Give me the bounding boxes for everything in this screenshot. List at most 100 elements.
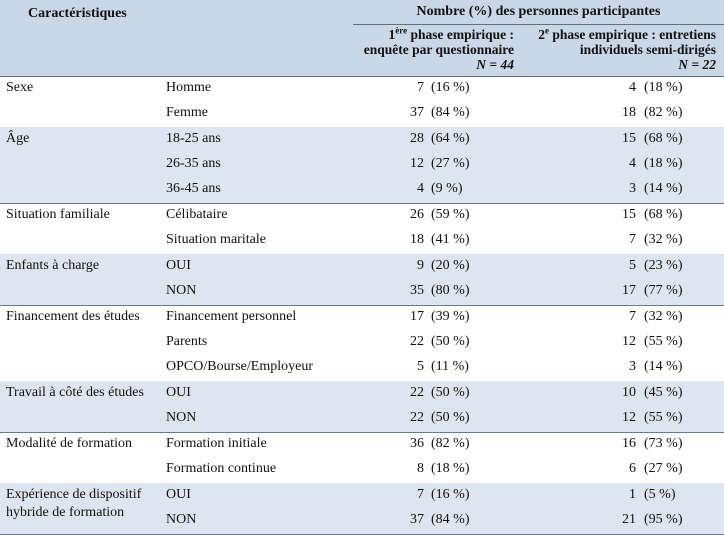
phase-2-percent: (82 %) (644, 105, 683, 120)
row-option: NON (166, 410, 197, 425)
row-option: 26-35 ans (166, 156, 221, 171)
group-separator (0, 203, 724, 204)
phase-1-percent: (82 %) (431, 436, 470, 451)
group-label: Âge (6, 131, 30, 146)
phase-2-count: 15 (622, 207, 636, 222)
group-label: hybride de formation (6, 505, 125, 520)
group-band (0, 254, 724, 305)
row-option: Formation initiale (166, 436, 267, 451)
phase-2-percent: (95 %) (644, 512, 683, 527)
phase-1-percent: (16 %) (431, 487, 470, 502)
phase-1-percent: (27 %) (431, 156, 470, 171)
phase-2-count: 16 (622, 436, 636, 451)
row-option: 36-45 ans (166, 181, 221, 196)
phase-2-percent: (73 %) (644, 436, 683, 451)
phase-2-percent: (18 %) (644, 80, 683, 95)
phase-1-percent: (50 %) (431, 410, 470, 425)
phase-2-count: 4 (629, 80, 636, 95)
phase-1-percent: (84 %) (431, 105, 470, 120)
phase-1-count: 9 (417, 258, 424, 273)
group-label: Situation familiale (6, 207, 110, 222)
phase-1-percent: (50 %) (431, 334, 470, 349)
phase-2-count: 5 (629, 258, 636, 273)
group-label: Travail à côté des études (6, 385, 144, 400)
phase-2-percent: (14 %) (644, 359, 683, 374)
phase-2-count: 10 (622, 385, 636, 400)
phase-2-line-2: individuels semi-dirigés (579, 42, 716, 57)
phase-1-line-2: enquête par questionnaire (363, 42, 514, 57)
table-header: Caractéristiques Nombre (%) des personne… (0, 0, 724, 76)
group-label: Expérience de dispositif (6, 487, 142, 502)
header-nombre: Nombre (%) des personnes participantes (416, 4, 661, 19)
group-label: Financement des études (6, 309, 140, 324)
phase-2-percent: (77 %) (644, 283, 683, 298)
phase-1-percent: (59 %) (431, 207, 470, 222)
phase-2-percent: (14 %) (644, 181, 683, 196)
row-option: Situation maritale (166, 232, 266, 247)
header-caracteristiques: Caractéristiques (28, 6, 127, 21)
phase-1-count: 12 (410, 156, 424, 171)
phase-2-percent: (55 %) (644, 334, 683, 349)
phase-1-percent: (18 %) (431, 461, 470, 476)
row-option: Célibataire (166, 207, 228, 222)
row-option: OUI (166, 258, 191, 273)
row-option: Formation continue (166, 461, 277, 476)
phase-1-count: 35 (410, 283, 424, 298)
phase-2-count: 7 (629, 309, 636, 324)
phase-1-percent: (20 %) (431, 258, 470, 273)
phase-2-count: 3 (629, 181, 636, 196)
phase-1-count: 22 (410, 334, 424, 349)
phase-2-count: 7 (629, 232, 636, 247)
phase-2-count: 1 (629, 487, 636, 502)
header-divider (353, 24, 724, 25)
row-option: Financement personnel (166, 309, 297, 324)
group-label: Sexe (6, 80, 34, 95)
phase-2-count: 12 (622, 410, 636, 425)
phase-1-percent: (41 %) (431, 232, 470, 247)
phase-2-percent: (45 %) (644, 385, 683, 400)
phase-1-n: N = 44 (476, 57, 514, 72)
phase-1-count: 37 (410, 105, 424, 120)
phase-1-percent: (64 %) (431, 131, 470, 146)
phase-1-percent: (80 %) (431, 283, 470, 298)
phase-2-count: 6 (629, 461, 636, 476)
phase-1-count: 7 (417, 80, 424, 95)
phase-1-percent: (11 %) (431, 359, 469, 374)
header-phase-2: 2e phase empirique : entretiens individu… (511, 25, 716, 72)
phase-1-line-1: 1ère phase empirique : (388, 25, 514, 42)
phase-2-percent: (18 %) (644, 156, 683, 171)
phase-1-percent: (84 %) (431, 512, 470, 527)
phase-2-count: 18 (622, 105, 636, 120)
row-option: OPCO/Bourse/Employeur (166, 359, 313, 374)
group-separator (0, 432, 724, 433)
phase-2-percent: (23 %) (644, 258, 683, 273)
phase-2-n: N = 22 (678, 57, 716, 72)
phase-1-count: 22 (410, 385, 424, 400)
phase-2-count: 4 (629, 156, 636, 171)
row-option: OUI (166, 385, 191, 400)
header-phase-1: 1ère phase empirique : enquête par quest… (314, 25, 514, 72)
phase-1-count: 8 (417, 461, 424, 476)
phase-1-count: 28 (410, 131, 424, 146)
phase-1-count: 5 (417, 359, 424, 374)
phase-2-percent: (32 %) (644, 232, 683, 247)
phase-2-count: 21 (622, 512, 636, 527)
phase-1-count: 37 (410, 512, 424, 527)
phase-1-count: 26 (410, 207, 424, 222)
row-option: Homme (166, 80, 212, 95)
row-option: Femme (166, 105, 208, 120)
phase-1-percent: (9 %) (431, 181, 463, 196)
row-option: NON (166, 512, 197, 527)
group-band (0, 76, 724, 127)
phase-2-line-1: 2e phase empirique : entretiens (538, 25, 716, 42)
phase-2-count: 12 (622, 334, 636, 349)
group-separator (0, 305, 724, 306)
phase-1-count: 18 (410, 232, 424, 247)
phase-1-count: 36 (410, 436, 424, 451)
row-option: 18-25 ans (166, 131, 221, 146)
phase-1-percent: (39 %) (431, 309, 470, 324)
phase-2-percent: (68 %) (644, 207, 683, 222)
phase-1-count: 17 (410, 309, 424, 324)
phase-2-percent: (27 %) (644, 461, 683, 476)
